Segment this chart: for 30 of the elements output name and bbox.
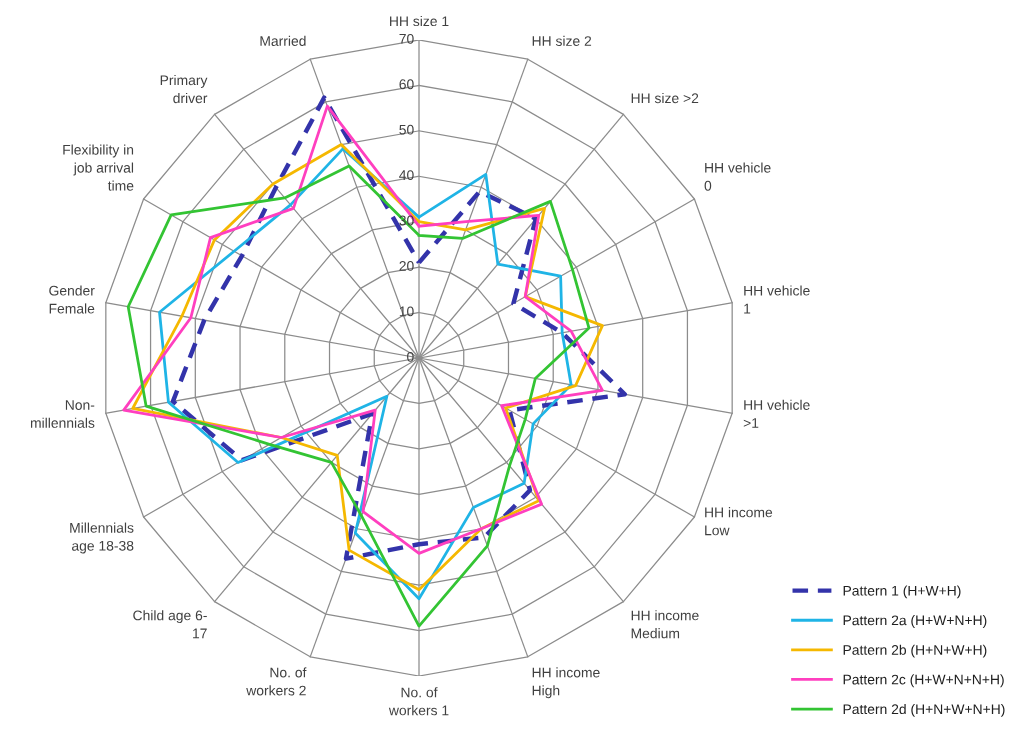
y-tick-label: 10 [399, 306, 414, 317]
spoke-label: HH size >2 [631, 92, 699, 104]
spoke-label: Gender Female [49, 285, 95, 314]
y-tick-label: 20 [399, 261, 414, 271]
legend-label: Pattern 2b (H+N+W+H) [843, 644, 987, 658]
spoke-label: HH income Low [705, 507, 773, 536]
y-tick-label: 60 [399, 79, 414, 90]
legend-label: Pattern 2c (H+W+N+N+H) [843, 674, 1004, 688]
legend-label: Pattern 1 (H+W+H) [843, 585, 961, 599]
spoke-label: Flexibility in job arrival time [63, 144, 134, 191]
spoke-label: HH size 2 [532, 35, 592, 46]
spoke-label: HH income Medium [631, 610, 699, 639]
legend-label: Pattern 2a (H+W+N+H) [843, 615, 987, 628]
spoke-label: Non- millennials [30, 400, 95, 428]
spoke-label: Primary driver [160, 74, 208, 104]
spoke-label: HH income High [532, 667, 600, 699]
spoke-label: HH vehicle 0 [704, 162, 771, 191]
spoke-label: Child age 6- 17 [133, 610, 207, 639]
spoke-label: HH size 1 [390, 15, 449, 27]
spoke-label: Millennials age 18-38 [70, 522, 134, 554]
spoke-label: HH vehicle >1 [743, 399, 810, 428]
y-tick-label: 0 [407, 351, 414, 362]
y-tick-label: 50 [399, 124, 414, 135]
y-tick-label: 40 [399, 170, 414, 181]
legend-label: Pattern 2d (H+N+W+N+H) [843, 703, 1005, 717]
spoke-label: No. of workers 2 [246, 667, 307, 696]
spoke-label: Married [260, 35, 306, 46]
spoke-label: HH vehicle 1 [744, 285, 810, 314]
y-tick-label: 70 [399, 33, 414, 44]
spoke-label: No. of workers 1 [388, 687, 449, 716]
